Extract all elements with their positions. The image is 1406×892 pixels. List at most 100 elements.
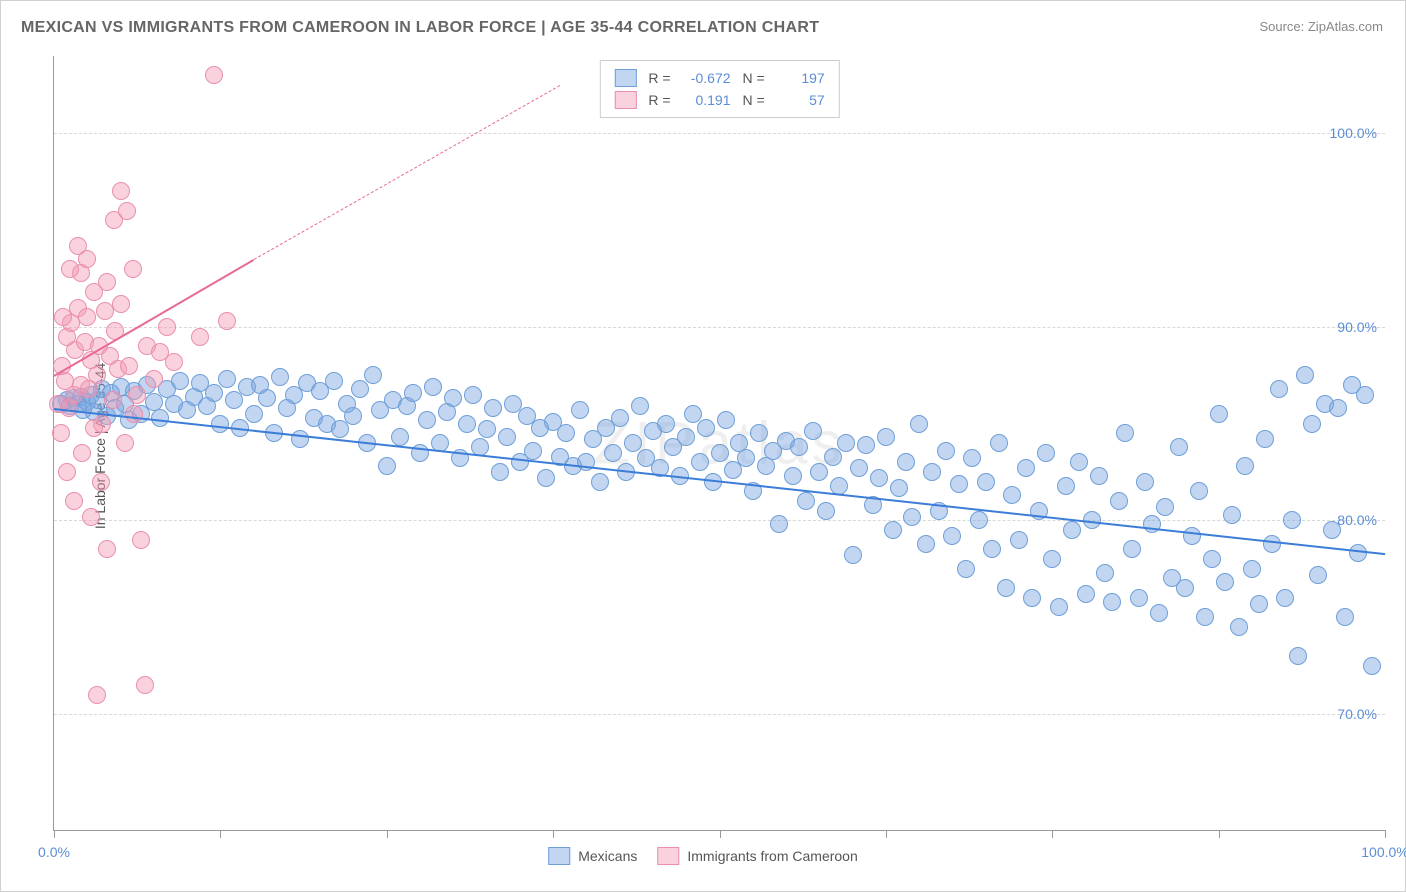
data-point xyxy=(870,469,888,487)
source-name: ZipAtlas.com xyxy=(1308,19,1383,34)
data-point xyxy=(1070,453,1088,471)
n-value-1: 197 xyxy=(773,70,825,86)
data-point xyxy=(557,424,575,442)
gridline xyxy=(54,133,1385,134)
data-point xyxy=(1183,527,1201,545)
data-point xyxy=(82,508,100,526)
data-point xyxy=(1116,424,1134,442)
data-point xyxy=(1143,515,1161,533)
data-point xyxy=(1223,506,1241,524)
chart-title: MEXICAN VS IMMIGRANTS FROM CAMEROON IN L… xyxy=(21,19,819,37)
data-point xyxy=(491,463,509,481)
data-point xyxy=(797,492,815,510)
data-point xyxy=(1043,550,1061,568)
data-point xyxy=(1176,579,1194,597)
swatch-series-1 xyxy=(614,69,636,87)
data-point xyxy=(591,473,609,491)
data-point xyxy=(52,424,70,442)
data-point xyxy=(291,430,309,448)
data-point xyxy=(1356,386,1374,404)
data-point xyxy=(1329,399,1347,417)
data-point xyxy=(116,434,134,452)
data-point xyxy=(677,428,695,446)
data-point xyxy=(1283,511,1301,529)
data-point xyxy=(1289,647,1307,665)
data-point xyxy=(1363,657,1381,675)
data-point xyxy=(1263,535,1281,553)
data-point xyxy=(1243,560,1261,578)
data-point xyxy=(458,415,476,433)
data-point xyxy=(997,579,1015,597)
data-point xyxy=(498,428,516,446)
data-point xyxy=(1110,492,1128,510)
data-point xyxy=(351,380,369,398)
data-point xyxy=(478,420,496,438)
swatch-icon xyxy=(548,847,570,865)
data-point xyxy=(245,405,263,423)
gridline xyxy=(54,520,1385,521)
x-tick xyxy=(1052,830,1053,838)
data-point xyxy=(464,386,482,404)
data-point xyxy=(1077,585,1095,603)
data-point xyxy=(1309,566,1327,584)
data-point xyxy=(125,405,143,423)
data-point xyxy=(917,535,935,553)
r-label: R = xyxy=(648,70,670,86)
data-point xyxy=(165,353,183,371)
data-point xyxy=(1210,405,1228,423)
n-label: N = xyxy=(743,70,765,86)
data-point xyxy=(98,540,116,558)
data-point xyxy=(404,384,422,402)
data-point xyxy=(218,370,236,388)
data-point xyxy=(963,449,981,467)
n-label: N = xyxy=(743,92,765,108)
data-point xyxy=(132,531,150,549)
correlation-legend: R = -0.672 N = 197 R = 0.191 N = 57 xyxy=(599,60,839,118)
data-point xyxy=(444,389,462,407)
data-point xyxy=(58,463,76,481)
data-point xyxy=(1216,573,1234,591)
data-point xyxy=(424,378,442,396)
data-point xyxy=(937,442,955,460)
data-point xyxy=(98,273,116,291)
trendline xyxy=(54,408,1385,555)
x-tick xyxy=(1219,830,1220,838)
data-point xyxy=(571,401,589,419)
data-point xyxy=(877,428,895,446)
data-point xyxy=(391,428,409,446)
data-point xyxy=(711,444,729,462)
data-point xyxy=(1017,459,1035,477)
chart-container: MEXICAN VS IMMIGRANTS FROM CAMEROON IN L… xyxy=(0,0,1406,892)
x-tick xyxy=(553,830,554,838)
data-point xyxy=(983,540,1001,558)
data-point xyxy=(923,463,941,481)
data-point xyxy=(73,444,91,462)
data-point xyxy=(205,384,223,402)
y-tick-label: 90.0% xyxy=(1337,319,1377,335)
data-point xyxy=(837,434,855,452)
data-point xyxy=(54,308,72,326)
n-value-2: 57 xyxy=(773,92,825,108)
data-point xyxy=(1303,415,1321,433)
r-value-2: 0.191 xyxy=(679,92,731,108)
swatch-icon xyxy=(657,847,679,865)
data-point xyxy=(1156,498,1174,516)
y-tick-label: 70.0% xyxy=(1337,706,1377,722)
data-point xyxy=(1190,482,1208,500)
data-point xyxy=(784,467,802,485)
data-point xyxy=(145,370,163,388)
legend-row-series-2: R = 0.191 N = 57 xyxy=(614,89,824,111)
legend-label-1: Mexicans xyxy=(578,848,637,864)
data-point xyxy=(218,312,236,330)
data-point xyxy=(824,448,842,466)
data-point xyxy=(258,389,276,407)
data-point xyxy=(850,459,868,477)
data-point xyxy=(128,386,146,404)
x-tick xyxy=(720,830,721,838)
data-point xyxy=(418,411,436,429)
data-point xyxy=(943,527,961,545)
data-point xyxy=(810,463,828,481)
data-point xyxy=(977,473,995,491)
y-tick-label: 80.0% xyxy=(1337,512,1377,528)
data-point xyxy=(697,419,715,437)
